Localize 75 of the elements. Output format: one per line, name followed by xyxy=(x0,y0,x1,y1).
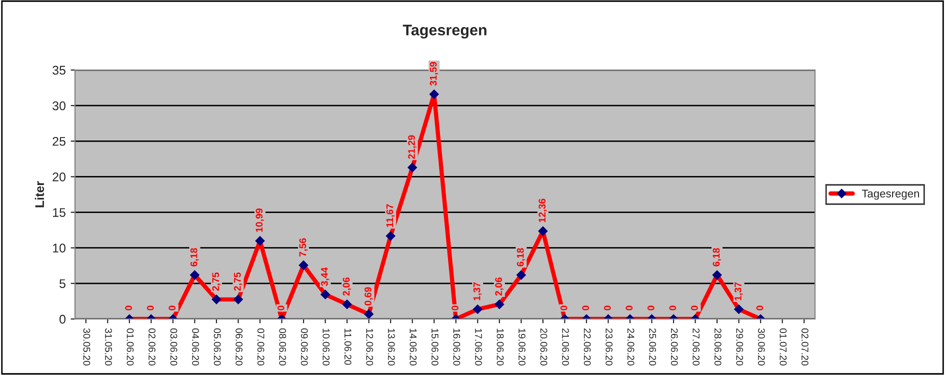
data-label: 0 xyxy=(669,306,676,310)
y-tick-label: 30 xyxy=(52,101,66,110)
x-tick-label: 20.06.20 xyxy=(540,328,548,366)
x-tick-label: 26.06.20 xyxy=(670,328,678,366)
y-tick-label: 10 xyxy=(53,244,66,253)
x-tick-label: 08.06.20 xyxy=(279,328,286,366)
x-tick-label: 28.06.20 xyxy=(714,328,722,366)
x-tick-label: 29.06.20 xyxy=(736,328,744,366)
data-label: 3,44 xyxy=(321,267,330,286)
x-tick-label: 06.06.20 xyxy=(236,328,243,366)
x-tick-label: 02.06.20 xyxy=(148,328,156,366)
data-label: 0 xyxy=(560,306,568,310)
x-tick-label: 16.06.20 xyxy=(453,328,460,366)
y-axis-title: Liter xyxy=(34,181,44,208)
data-label: 0 xyxy=(452,306,458,310)
data-label: 6,18 xyxy=(712,248,722,266)
data-label: 0,69 xyxy=(364,287,373,306)
x-tick-label: 09.06.20 xyxy=(300,328,308,366)
chart-title: Tagesregen xyxy=(402,24,486,39)
x-tick-label: 18.06.20 xyxy=(496,328,504,366)
x-tick-label: 05.06.20 xyxy=(214,328,221,366)
data-label: 7,56 xyxy=(299,238,308,256)
x-tick-label: 13.06.20 xyxy=(388,328,395,366)
x-tick-label: 21.06.20 xyxy=(562,328,569,366)
data-label: 0 xyxy=(691,306,698,310)
x-tick-label: 15.06.20 xyxy=(432,328,438,366)
x-tick-label: 12.06.20 xyxy=(366,328,374,366)
data-label: 31,59 xyxy=(430,62,438,86)
x-tick-label: 01.06.20 xyxy=(126,328,134,366)
data-label: 6,18 xyxy=(516,248,526,266)
x-tick-label: 27.06.20 xyxy=(692,328,700,366)
x-tick-label: 22.06.20 xyxy=(584,328,591,366)
x-tick-label: 25.06.20 xyxy=(649,328,656,366)
data-label: 12,36 xyxy=(538,198,547,222)
data-label: 0 xyxy=(647,306,654,310)
data-label: 6,18 xyxy=(190,248,199,266)
x-tick-label: 30.06.20 xyxy=(758,328,765,366)
x-tick-label: 14.06.20 xyxy=(410,328,417,366)
data-label: 11,67 xyxy=(386,204,395,228)
y-tick-label: 15 xyxy=(53,208,66,217)
data-label: 21,29 xyxy=(408,135,416,159)
x-tick-label: 30.05.20 xyxy=(83,328,90,366)
x-tick-label: 17.06.20 xyxy=(475,328,482,366)
x-tick-label: 02.07.20 xyxy=(802,328,808,366)
data-label: 0 xyxy=(168,306,176,310)
x-tick-label: 31.05.20 xyxy=(105,328,112,366)
y-tick-label: 0 xyxy=(60,314,66,324)
data-label: 1,37 xyxy=(734,282,743,300)
data-label: 0 xyxy=(604,306,611,310)
y-tick-label: 25 xyxy=(52,136,66,146)
data-label: 0 xyxy=(582,306,590,310)
data-label: 2,75 xyxy=(234,272,242,291)
data-label: 0 xyxy=(125,306,132,310)
y-tick-label: 5 xyxy=(60,279,66,288)
x-tick-label: 11.06.20 xyxy=(344,328,352,365)
x-tick-label: 01.07.20 xyxy=(780,328,787,366)
data-label: 2,06 xyxy=(342,277,352,296)
y-tick-label: 20 xyxy=(52,172,66,182)
data-label: 0 xyxy=(277,306,284,310)
data-label: 0 xyxy=(146,306,154,310)
data-label: 0 xyxy=(756,306,764,310)
x-tick-label: 04.06.20 xyxy=(192,328,199,366)
x-tick-label: 03.06.20 xyxy=(170,328,178,366)
data-label: 0 xyxy=(626,306,633,310)
x-tick-label: 24.06.20 xyxy=(627,328,634,366)
data-label: 2,75 xyxy=(212,272,220,291)
x-tick-label: 23.06.20 xyxy=(606,328,613,366)
x-tick-label: 19.06.20 xyxy=(518,328,526,366)
x-tick-label: 10.06.20 xyxy=(322,328,330,366)
legend-label: Tagesregen xyxy=(862,190,919,200)
data-label: 1,37 xyxy=(473,282,482,300)
x-tick-label: 07.06.20 xyxy=(257,328,264,366)
data-label: 10,99 xyxy=(256,208,264,232)
y-tick-label: 35 xyxy=(52,66,66,75)
data-label: 2,06 xyxy=(495,277,504,296)
